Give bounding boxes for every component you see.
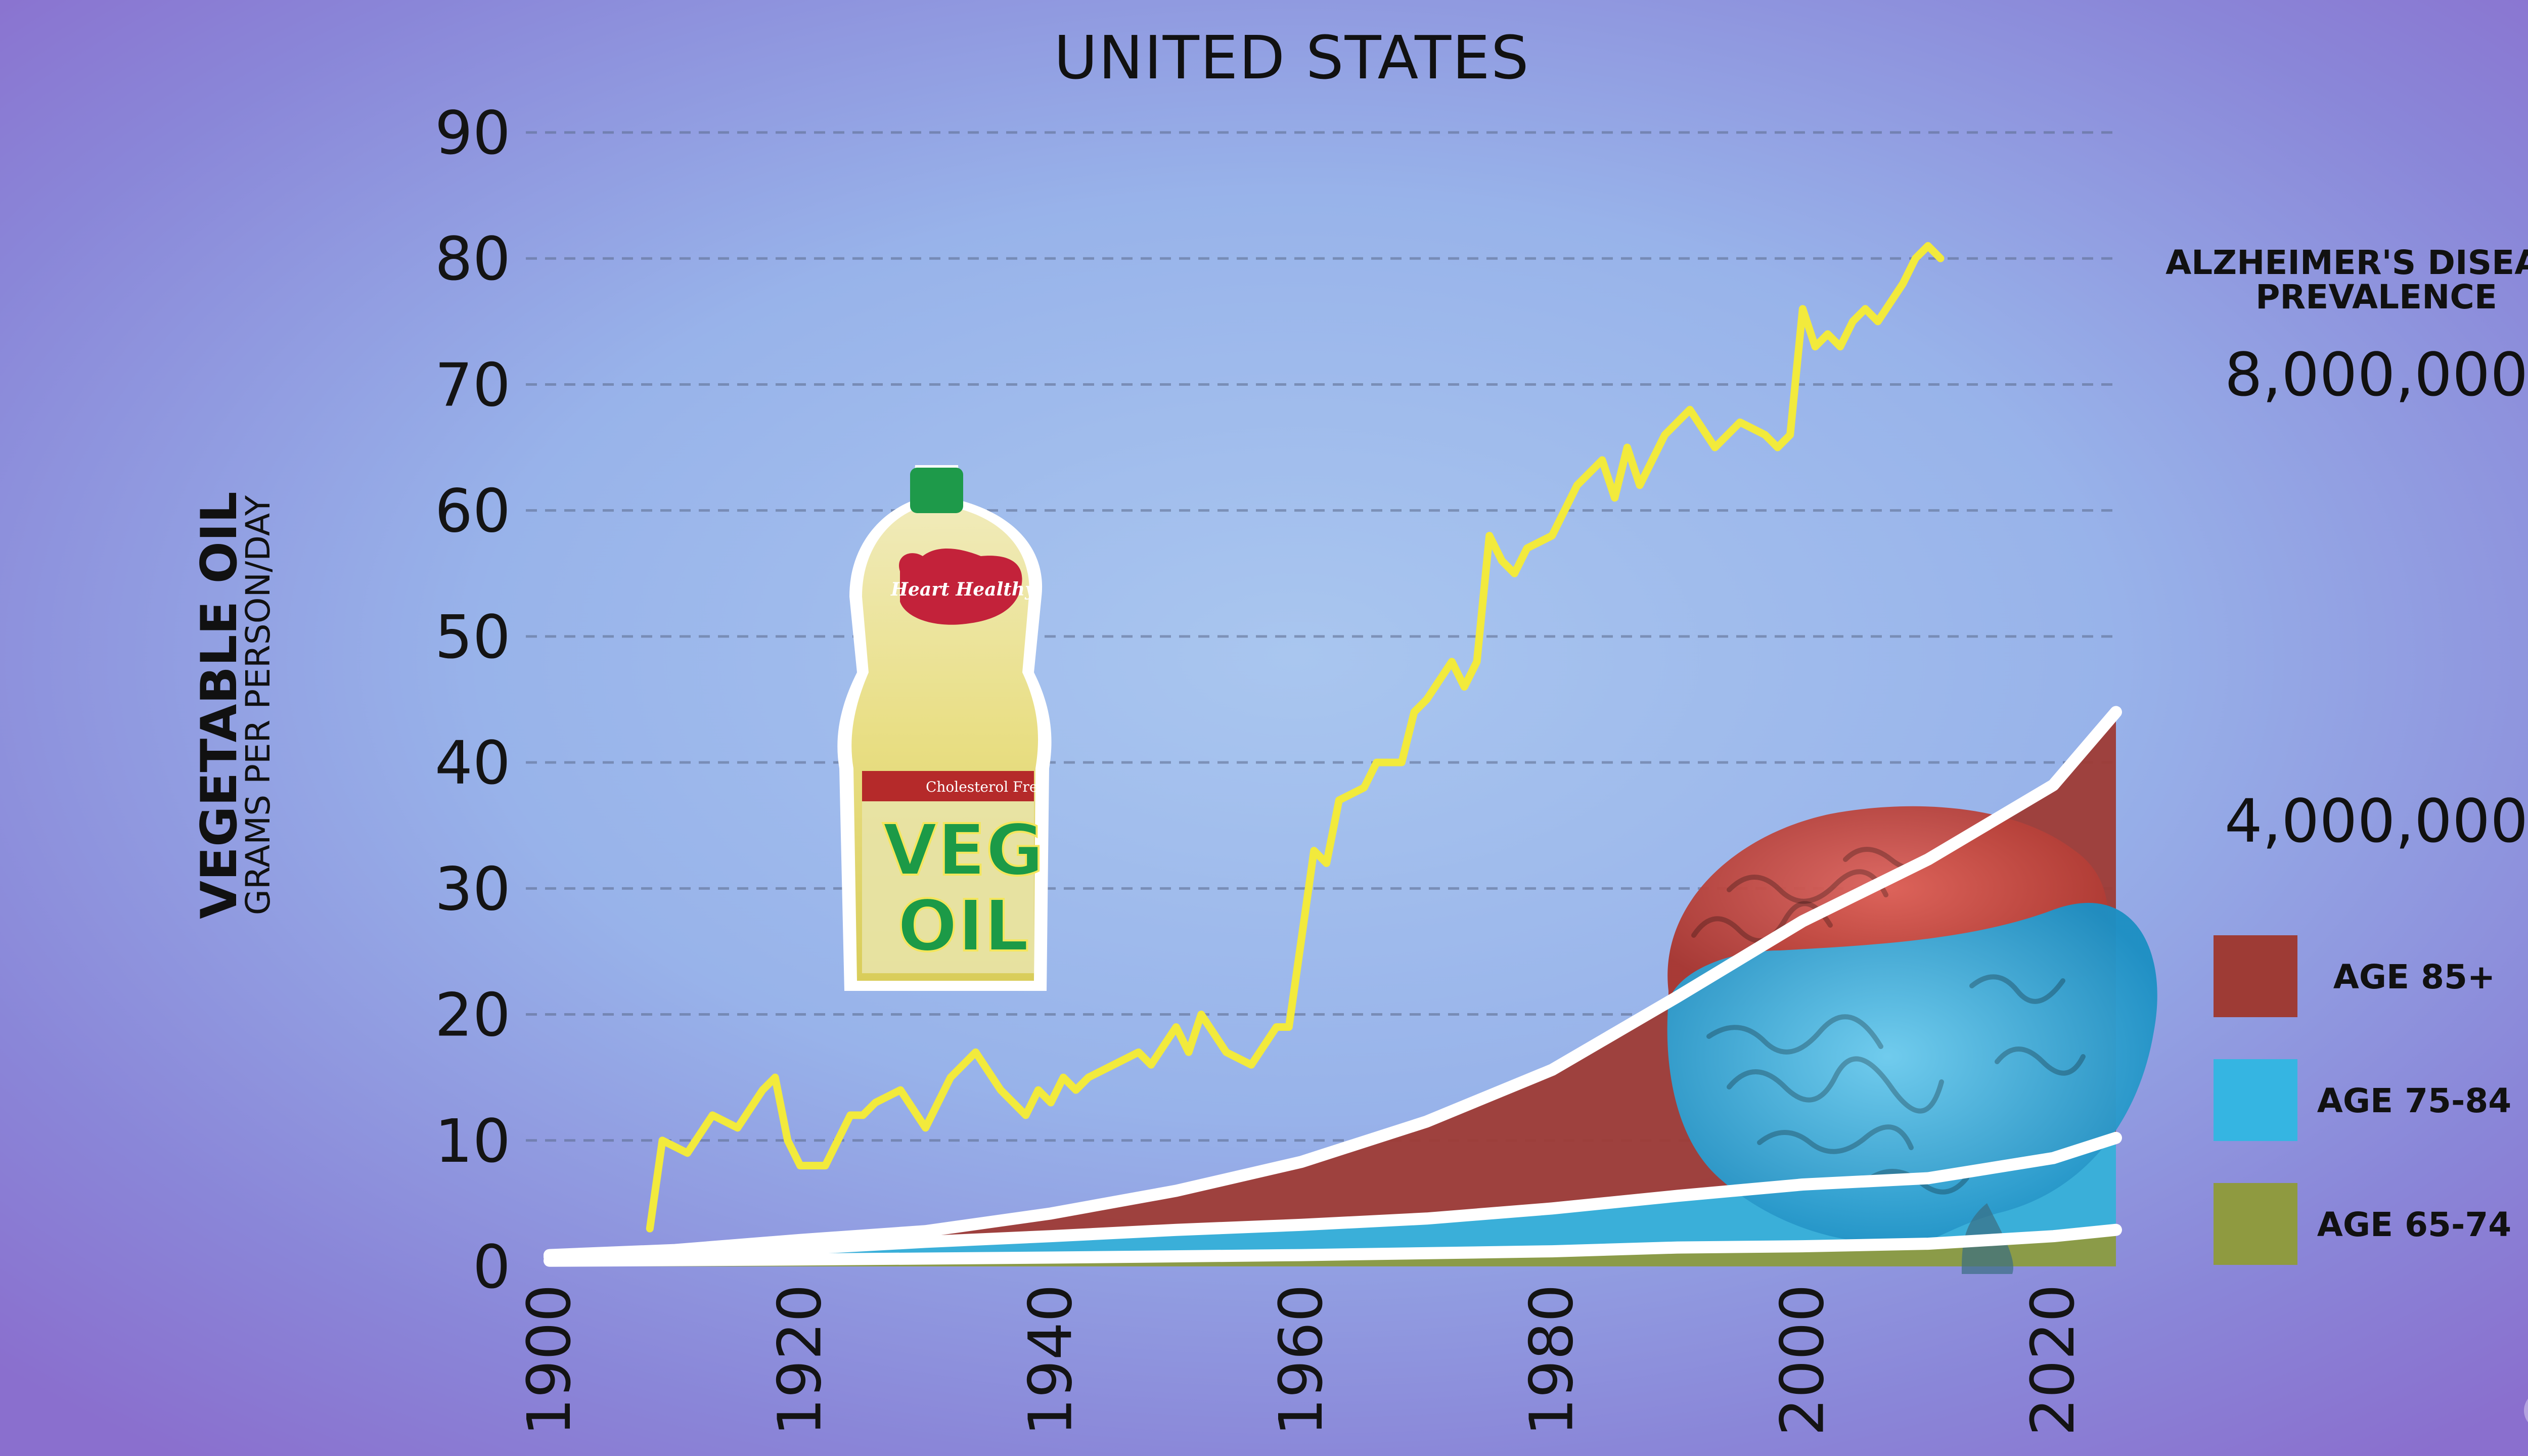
x-tick-label: 1900 [514,1284,584,1436]
y-tick-label: 90 [435,98,511,168]
bottle-lower-label [862,771,1034,973]
veg-oil-bottle-image: Heart Healthy Cholesterol Free VEG OIL [837,465,1052,991]
legend-label: AGE 85+ [2333,958,2495,996]
y-tick-label: 50 [435,602,511,672]
y-tick-label: 60 [435,476,511,546]
legend-swatch [2214,1059,2297,1141]
y-tick-label: 70 [435,350,511,420]
y-axis-title: VEGETABLE OIL [191,491,248,919]
brain-fold [1995,1046,2086,1076]
legend-swatch [2214,1183,2297,1265]
vegetable-oil-line [646,242,1945,1233]
y-tick-label: 30 [435,854,511,924]
right-axis: ALZHEIMER'S DISEASE PREVALENCE 8,000,000… [2165,243,2528,856]
boundary-line-age-85- [544,706,2122,1261]
y-tick-label: 40 [435,728,511,798]
y-axis-label: VEGETABLE OIL GRAMS PER PERSON/DAY [191,491,278,919]
brain-fold [1706,1014,1883,1055]
area-age-65-74 [550,1230,2116,1266]
x-tick-labels: 1900 1920 1940 1960 1980 2000 2020 [514,1284,2088,1436]
heart-label-text: Heart Healthy [890,579,1036,600]
legend: AGE 85+ AGE 75-84 AGE 65-74 [2214,935,2511,1265]
y-tick-label: 20 [435,980,511,1050]
legend-label: AGE 75-84 [2317,1081,2511,1120]
channel-logo: WL [2524,1398,2528,1423]
x-tick-label: 1960 [1266,1284,1336,1436]
boundary-line-age-75-84 [544,1131,2122,1263]
bottle-cap [910,468,963,513]
y-tick-labels: 0 10 20 30 40 50 60 70 80 90 [435,98,511,1302]
boundary-line-age-65-74 [544,1223,2122,1267]
right-axis-title-line1: ALZHEIMER'S DISEASE [2165,243,2528,282]
brain-fold [1727,869,1888,904]
right-tick-label-mid: 4,000,000 [2225,786,2528,856]
brain-fold [1727,1056,1944,1114]
y-tick-label: 80 [435,224,511,294]
brain-fold [1757,1124,1914,1154]
alzheimers-boundary-lines [544,706,2122,1267]
brain-fold [1969,974,2065,1004]
x-tick-label: 1980 [1517,1284,1587,1436]
legend-swatch [2214,935,2297,1017]
x-tick-label: 1940 [1015,1284,1085,1436]
chart-title: UNITED STATES [1054,23,1529,93]
x-tick-label: 1920 [765,1284,835,1436]
right-tick-label-top: 8,000,000 [2225,340,2528,410]
legend-label: AGE 65-74 [2317,1205,2511,1244]
heart-label [899,549,1022,625]
cholesterol-text: Cholesterol Free [926,779,1046,795]
y-axis-subtitle: GRAMS PER PERSON/DAY [239,495,278,915]
y-tick-label: 10 [435,1106,511,1176]
veg-oil-text: VEG OIL [883,809,1044,968]
right-axis-title-line2: PREVALENCE [2255,278,2497,316]
area-age-75-84 [550,1138,2116,1266]
x-tick-label: 2020 [2018,1284,2088,1436]
cholesterol-banner [862,771,1034,801]
x-tick-label: 2000 [1767,1284,1837,1436]
gridlines [526,131,2116,1142]
y-tick-label: 0 [473,1232,511,1302]
